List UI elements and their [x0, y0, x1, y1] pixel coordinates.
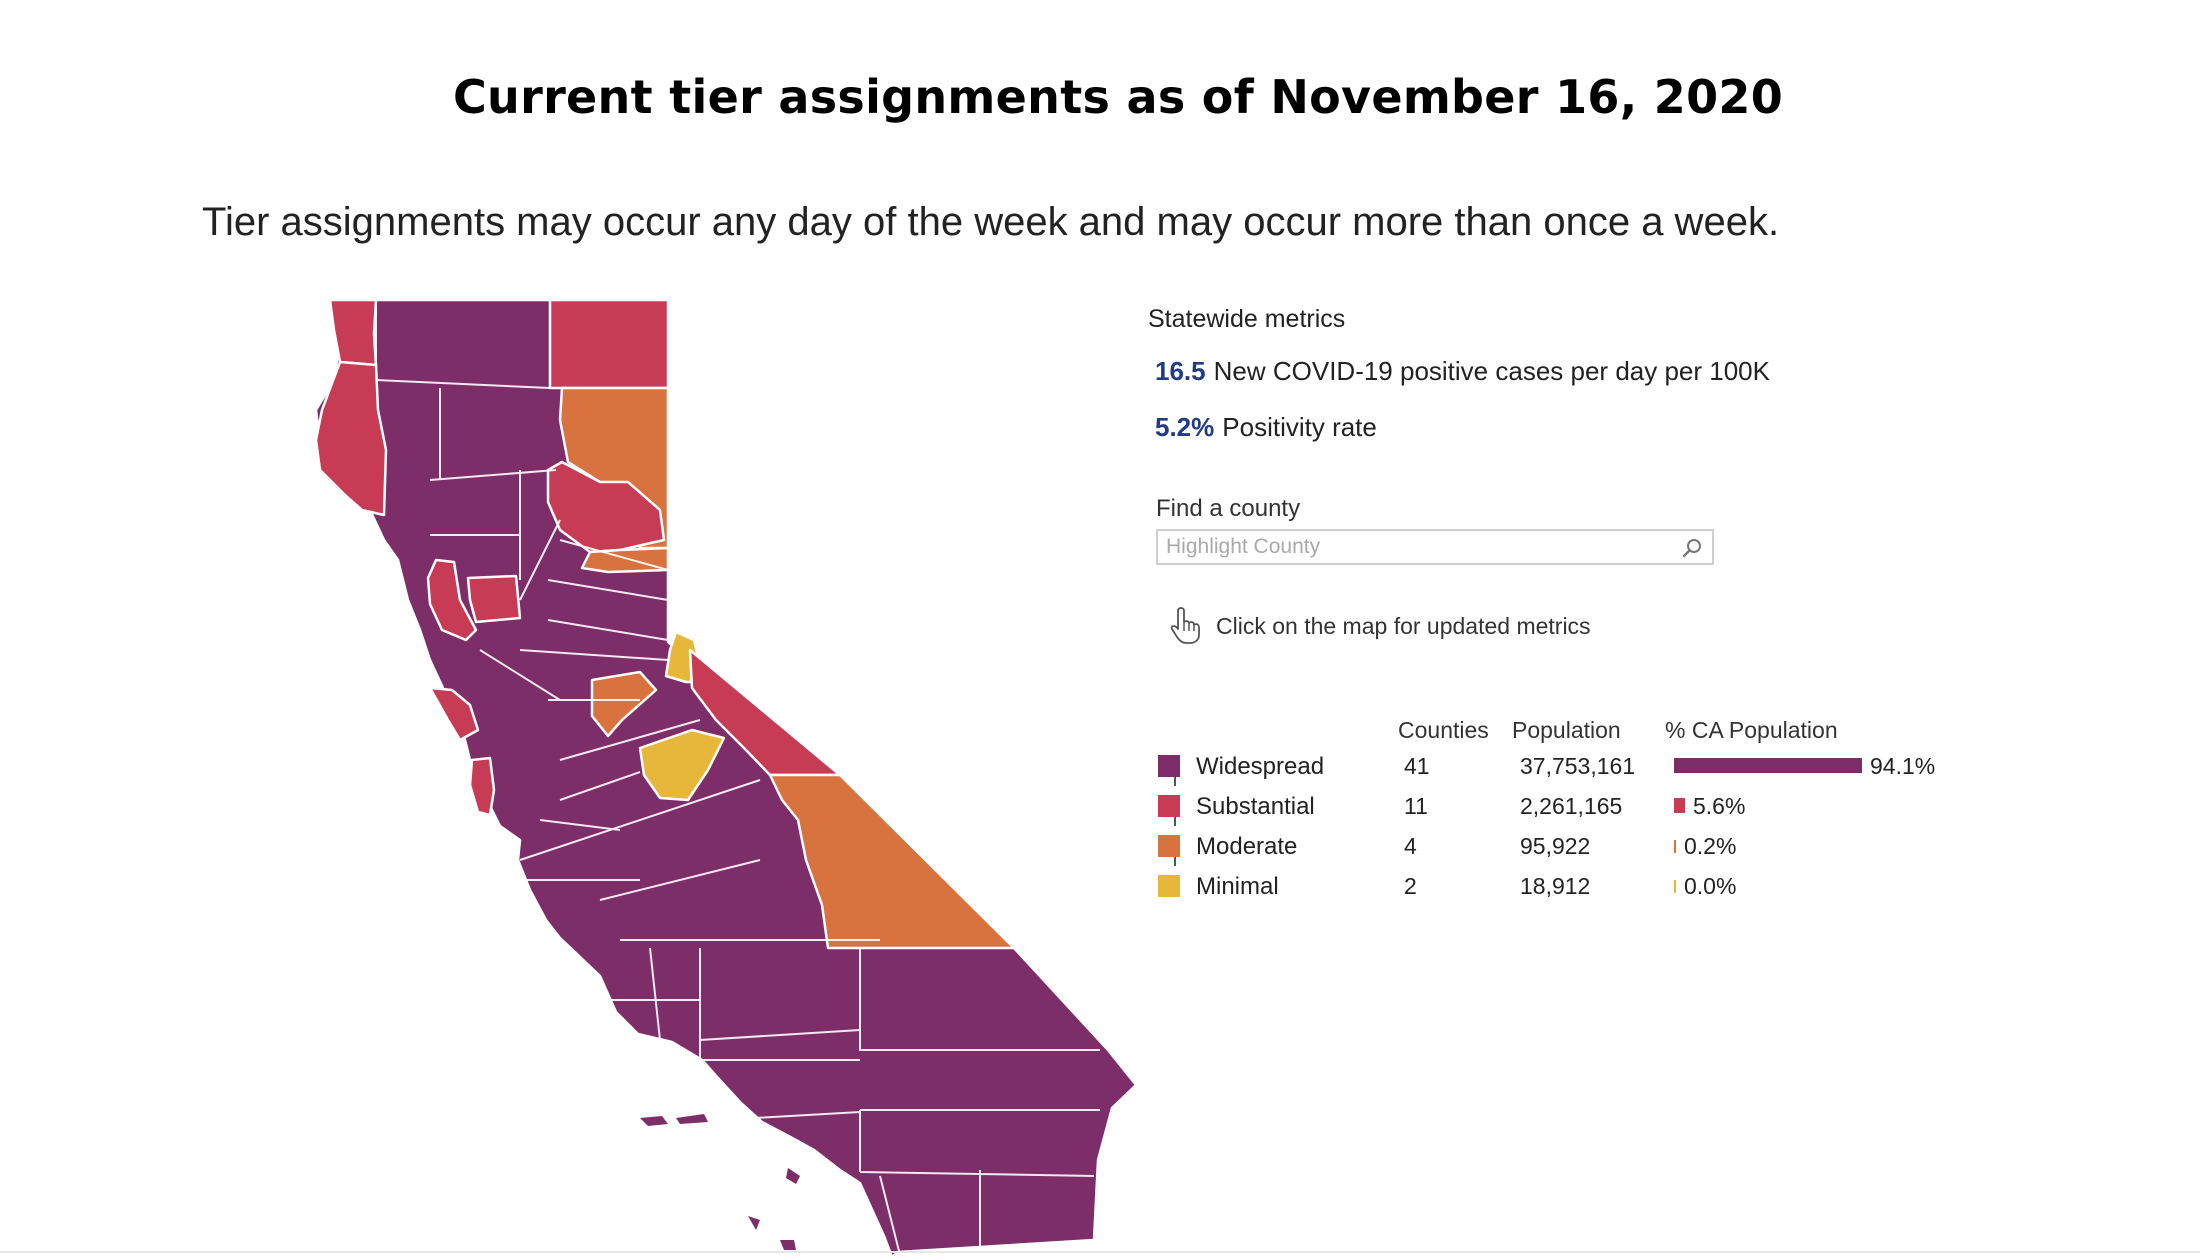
tier-pct-label: 5.6% — [1693, 793, 1746, 819]
county-sierra[interactable] — [580, 546, 670, 574]
county-mariposa-tuolumne[interactable] — [638, 728, 726, 802]
page-bottom-divider — [0, 1251, 2200, 1253]
metric-new-cases: 16.5 New COVID-19 positive cases per day … — [1155, 356, 1770, 387]
legend-row-minimal[interactable]: Minimal 2 18,912 0.0% — [1158, 873, 1958, 903]
tier-population: 95,922 — [1520, 833, 1591, 859]
tier-population: 37,753,161 — [1520, 753, 1636, 779]
legend-connector — [1174, 856, 1176, 866]
tier-pct-label: 0.0% — [1684, 873, 1737, 899]
find-county-label: Find a county — [1156, 495, 1301, 522]
metric-new-cases-label: New COVID-19 positive cases per day per … — [1213, 356, 1770, 386]
county-borders — [375, 300, 1100, 1256]
county-lake[interactable] — [426, 558, 478, 642]
magnifier-icon[interactable] — [1680, 536, 1704, 560]
legend-swatch-moderate — [1158, 835, 1180, 857]
county-san-mateo[interactable] — [468, 756, 496, 817]
legend-header-population: Population — [1512, 717, 1621, 743]
tier-county-count: 41 — [1404, 753, 1430, 779]
tier-county-count: 4 — [1404, 833, 1417, 859]
county-search-box[interactable] — [1156, 529, 1714, 565]
tier-population-bar — [1674, 758, 1862, 773]
tier-pct-label: 0.2% — [1684, 833, 1737, 859]
tier-name: Widespread — [1196, 753, 1325, 780]
tier-population: 18,912 — [1520, 873, 1591, 899]
county-amador-el-dorado[interactable] — [590, 670, 658, 738]
tier-county-count: 11 — [1404, 793, 1428, 819]
tier-name: Substantial — [1196, 793, 1315, 820]
county-humboldt[interactable] — [314, 360, 388, 517]
tier-name: Minimal — [1196, 873, 1279, 900]
tier-population: 2,261,165 — [1520, 793, 1623, 819]
page-title: Current tier assignments as of November … — [452, 70, 1784, 124]
metric-positivity-label: Positivity rate — [1222, 412, 1377, 442]
tier-name: Moderate — [1196, 833, 1298, 860]
map-click-hint-text: Click on the map for updated metrics — [1216, 613, 1591, 639]
islands — [640, 1114, 800, 1250]
legend-row-widespread[interactable]: Widespread 41 37,753,161 94.1% — [1158, 753, 1958, 783]
tier-pct-label: 94.1% — [1870, 753, 1936, 779]
metric-positivity: 5.2% Positivity rate — [1155, 412, 1377, 443]
legend-swatch-widespread — [1158, 755, 1180, 777]
legend-header-counties: Counties — [1398, 717, 1489, 743]
metric-positivity-value: 5.2% — [1155, 412, 1215, 442]
legend-header-pct-population: % CA Population — [1665, 717, 1838, 743]
legend-connector — [1174, 816, 1176, 826]
statewide-metrics-heading: Statewide metrics — [1148, 305, 1346, 333]
legend-row-moderate[interactable]: Moderate 4 95,922 0.2% — [1158, 833, 1958, 863]
county-plumas[interactable] — [546, 460, 666, 554]
county-marin[interactable] — [428, 686, 480, 742]
county-colusa[interactable] — [466, 574, 522, 624]
tier-county-count: 2 — [1404, 873, 1417, 899]
county-modoc[interactable] — [548, 298, 670, 390]
page-subtitle: Tier assignments may occur any day of th… — [202, 200, 1780, 244]
county-inyo[interactable] — [768, 773, 1016, 950]
legend-swatch-substantial — [1158, 795, 1180, 817]
legend-row-substantial[interactable]: Substantial 11 2,261,165 5.6% — [1158, 793, 1958, 823]
legend-swatch-minimal — [1158, 875, 1180, 897]
metric-new-cases-value: 16.5 — [1155, 356, 1206, 386]
county-search-input[interactable] — [1158, 531, 1666, 563]
pointer-hand-icon — [1170, 607, 1200, 644]
legend-connector — [1174, 776, 1176, 786]
tier-population-bar — [1674, 840, 1676, 853]
tier-population-bar — [1674, 798, 1685, 813]
tier-population-bar — [1674, 880, 1676, 893]
